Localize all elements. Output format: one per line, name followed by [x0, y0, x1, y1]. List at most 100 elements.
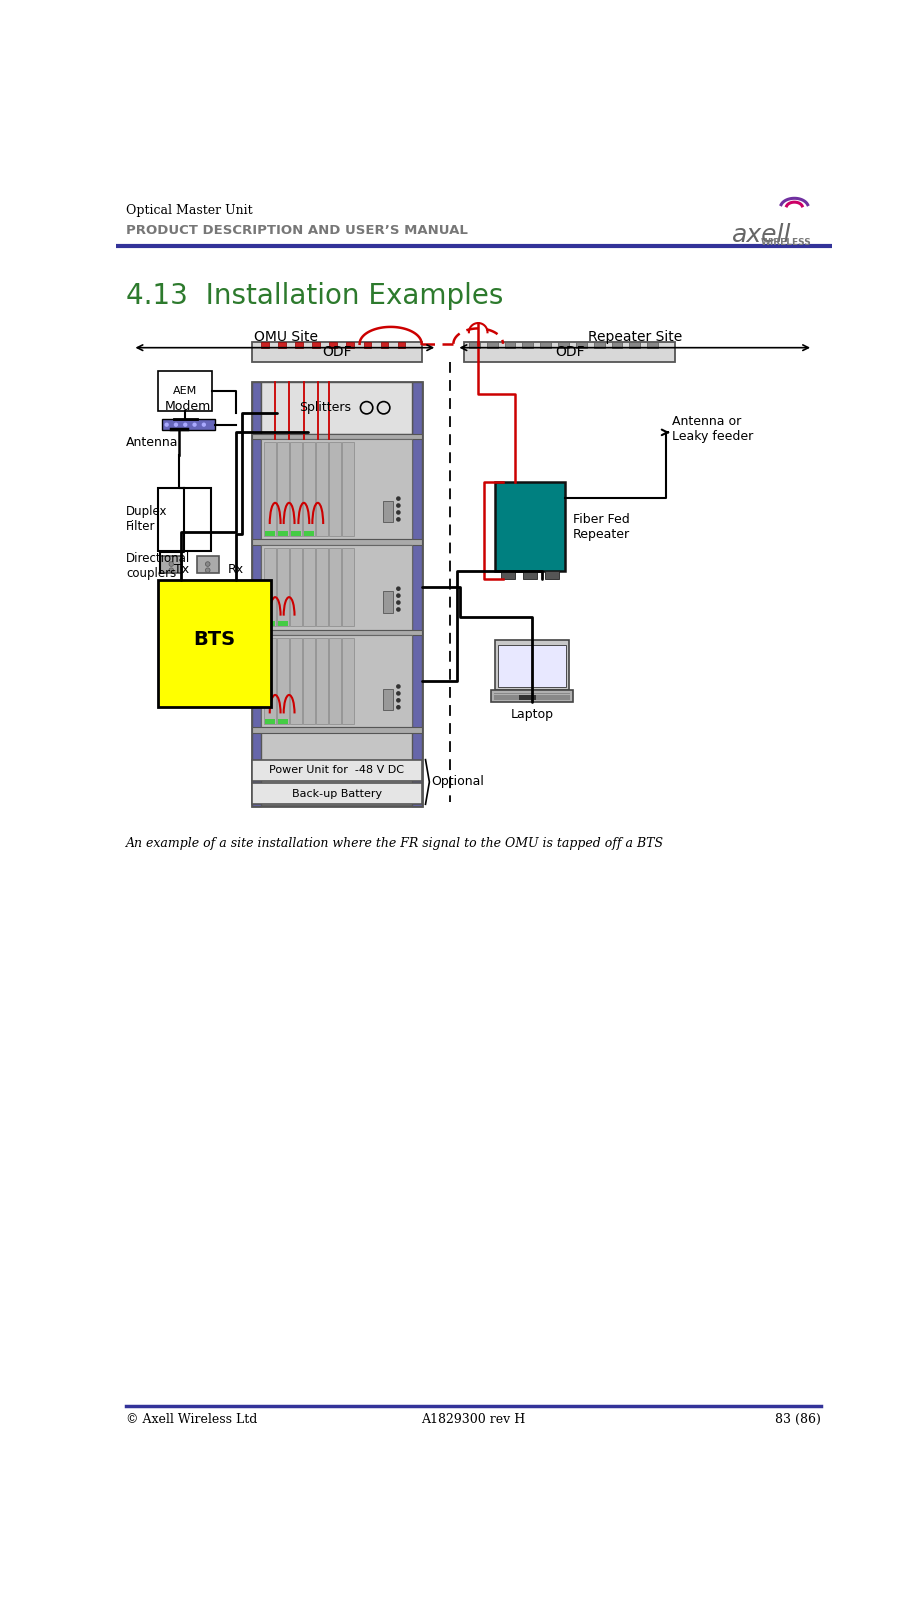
Text: BTS: BTS — [193, 631, 236, 649]
Bar — [492, 691, 573, 702]
Bar — [261, 634, 412, 728]
Bar — [265, 531, 275, 536]
Bar — [290, 638, 302, 725]
Circle shape — [396, 594, 401, 597]
Bar — [304, 531, 314, 536]
Text: Optional: Optional — [432, 775, 484, 789]
Bar — [502, 571, 516, 579]
Bar — [541, 342, 551, 349]
Circle shape — [396, 504, 401, 508]
Text: A1829300 rev H: A1829300 rev H — [421, 1414, 526, 1427]
Bar — [158, 371, 213, 412]
Bar — [397, 342, 406, 349]
Bar — [383, 500, 393, 523]
Bar — [161, 557, 182, 573]
Bar — [252, 783, 421, 804]
Bar — [265, 718, 275, 725]
Text: Rx: Rx — [227, 563, 244, 576]
Bar — [252, 728, 421, 733]
Bar — [290, 442, 302, 536]
Circle shape — [396, 691, 401, 696]
Bar — [158, 487, 211, 550]
Bar — [316, 638, 328, 725]
Circle shape — [192, 423, 197, 426]
Text: Power Unit for  -48 V DC: Power Unit for -48 V DC — [269, 765, 405, 775]
Bar — [252, 381, 421, 805]
Bar — [346, 342, 354, 349]
Bar — [158, 579, 271, 707]
Bar — [495, 641, 569, 691]
Circle shape — [174, 423, 178, 426]
Bar — [342, 638, 354, 725]
Bar — [252, 381, 261, 805]
Text: 4.13  Installation Examples: 4.13 Installation Examples — [127, 282, 504, 310]
Bar — [264, 638, 276, 725]
Bar — [468, 342, 480, 349]
Text: Splitters: Splitters — [298, 402, 351, 415]
Bar — [252, 760, 421, 781]
Circle shape — [205, 568, 210, 573]
Bar — [495, 483, 565, 571]
Circle shape — [396, 586, 401, 591]
Bar — [277, 547, 289, 626]
Bar — [518, 696, 536, 700]
Bar — [252, 539, 421, 546]
Bar — [278, 531, 288, 536]
Bar — [383, 689, 393, 710]
Text: Antenna or
Leaky feeder: Antenna or Leaky feeder — [672, 415, 753, 442]
Bar — [329, 638, 341, 725]
Bar — [264, 442, 276, 536]
Text: Tx: Tx — [174, 563, 188, 576]
Bar — [329, 442, 341, 536]
Bar — [363, 342, 371, 349]
Bar — [303, 442, 315, 536]
Circle shape — [396, 607, 401, 612]
Bar — [316, 547, 328, 626]
Circle shape — [169, 568, 174, 573]
Bar — [261, 342, 269, 349]
Bar — [329, 342, 337, 349]
Text: ODF: ODF — [322, 344, 351, 358]
Circle shape — [169, 562, 174, 567]
Bar — [278, 718, 288, 725]
Text: Modem: Modem — [165, 400, 212, 413]
Text: Laptop: Laptop — [511, 709, 553, 721]
Bar — [312, 342, 320, 349]
Bar — [383, 591, 393, 613]
Bar — [522, 342, 533, 349]
Bar — [277, 638, 289, 725]
Bar — [252, 629, 421, 634]
Bar — [303, 547, 315, 626]
Bar — [329, 547, 341, 626]
Bar — [278, 621, 288, 626]
Bar — [265, 621, 275, 626]
Bar — [594, 342, 604, 349]
Bar — [412, 381, 421, 805]
Text: © Axell Wireless Ltd: © Axell Wireless Ltd — [127, 1414, 258, 1427]
Bar — [252, 342, 421, 362]
Bar — [261, 439, 412, 539]
Bar — [342, 547, 354, 626]
Bar — [296, 342, 303, 349]
Bar — [558, 342, 569, 349]
Text: Back-up Battery: Back-up Battery — [292, 789, 382, 799]
Bar — [505, 342, 516, 349]
Circle shape — [201, 423, 206, 426]
Bar — [464, 342, 675, 362]
Bar — [278, 342, 286, 349]
Bar — [487, 342, 498, 349]
Text: WIRELESS: WIRELESS — [760, 239, 811, 247]
Text: PRODUCT DESCRIPTION AND USER’S MANUAL: PRODUCT DESCRIPTION AND USER’S MANUAL — [127, 224, 468, 237]
Bar — [162, 420, 214, 429]
Bar — [342, 442, 354, 536]
Text: axell: axell — [732, 223, 791, 247]
Bar — [576, 342, 587, 349]
Text: Fiber Fed
Repeater: Fiber Fed Repeater — [573, 513, 630, 541]
Bar — [629, 342, 640, 349]
Circle shape — [396, 495, 401, 500]
Bar — [303, 638, 315, 725]
Text: Optical Master Unit: Optical Master Unit — [127, 205, 253, 218]
Circle shape — [396, 516, 401, 521]
Text: Directional
couplers: Directional couplers — [127, 552, 190, 579]
Bar — [290, 547, 302, 626]
